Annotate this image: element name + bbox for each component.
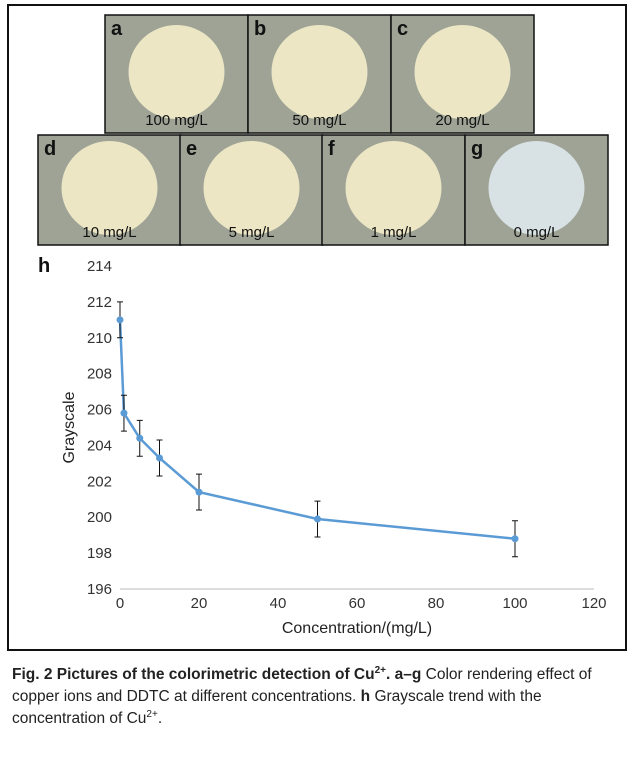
x-tick-label: 40 bbox=[270, 595, 287, 612]
x-tick-label: 0 bbox=[116, 595, 124, 612]
x-tick-label: 80 bbox=[428, 595, 445, 612]
panel-letter: a bbox=[111, 18, 123, 40]
panel-label: 20 mg/L bbox=[435, 112, 489, 129]
y-tick-label: 196 bbox=[87, 581, 112, 598]
caption-text: Grayscale trend with the concentration o… bbox=[12, 688, 542, 727]
y-tick-label: 204 bbox=[87, 437, 112, 454]
y-tick-label: 206 bbox=[87, 402, 112, 419]
y-tick-label: 214 bbox=[87, 258, 112, 275]
photo-spot bbox=[128, 25, 225, 119]
photo-spot bbox=[345, 141, 442, 235]
y-tick-label: 198 bbox=[87, 545, 112, 562]
panel-label: 1 mg/L bbox=[371, 224, 417, 241]
caption-text: Color rendering effect of copper ions an… bbox=[12, 666, 592, 705]
photo-spot bbox=[271, 25, 368, 119]
panel-label: 50 mg/L bbox=[292, 112, 346, 129]
y-tick-label: 200 bbox=[87, 509, 112, 526]
figure: a 100 mg/L b 50 mg/L c 20 mg/L d 10 mg/L e 5 mg/L… bbox=[7, 4, 627, 651]
caption-text: . bbox=[157, 710, 163, 727]
panel-label: 5 mg/L bbox=[229, 224, 275, 241]
data-point bbox=[156, 454, 163, 462]
y-tick-label: 212 bbox=[87, 294, 112, 311]
caption: Fig. 2 Pictures of the colorimetric dete… bbox=[12, 664, 624, 730]
y-tick-label: 202 bbox=[87, 473, 112, 490]
panel-letter: d bbox=[44, 138, 56, 160]
panel-letter: e bbox=[186, 138, 197, 160]
caption-label: a–g bbox=[394, 666, 422, 683]
x-tick-label: 120 bbox=[581, 595, 606, 612]
caption-sup: 2+ bbox=[146, 708, 158, 720]
panel-label: 100 mg/L bbox=[145, 112, 208, 129]
panel-letter: g bbox=[471, 138, 483, 160]
panel-label: 10 mg/L bbox=[82, 224, 136, 241]
panel-letter: c bbox=[397, 18, 408, 40]
x-tick-label: 100 bbox=[502, 595, 527, 612]
caption-label: h bbox=[360, 688, 371, 705]
x-axis-label: Concentration/(mg/L) bbox=[282, 620, 432, 637]
data-point bbox=[136, 434, 144, 442]
y-tick-label: 210 bbox=[87, 330, 112, 347]
photo-spot bbox=[61, 141, 158, 235]
panel-letter: f bbox=[328, 138, 335, 160]
x-tick-label: 20 bbox=[191, 595, 208, 612]
data-point bbox=[195, 488, 203, 496]
x-tick-label: 60 bbox=[349, 595, 366, 612]
data-point bbox=[314, 515, 321, 523]
caption-sup: 2+ bbox=[374, 664, 386, 676]
caption-title-end: . bbox=[385, 666, 391, 683]
y-tick-label: 208 bbox=[87, 366, 112, 383]
caption-title: Fig. 2 Pictures of the colorimetric dete… bbox=[12, 666, 375, 683]
data-point bbox=[120, 409, 128, 417]
data-point bbox=[511, 535, 519, 543]
data-point bbox=[116, 316, 124, 324]
y-axis-label: Grayscale bbox=[61, 391, 78, 463]
figure-border bbox=[7, 4, 627, 651]
photo-spot bbox=[414, 25, 511, 119]
photo-spot bbox=[488, 141, 585, 235]
panel-letter: h bbox=[38, 255, 50, 277]
panel-label: 0 mg/L bbox=[514, 224, 560, 241]
photo-spot bbox=[203, 141, 300, 235]
panel-letter: b bbox=[254, 18, 266, 40]
